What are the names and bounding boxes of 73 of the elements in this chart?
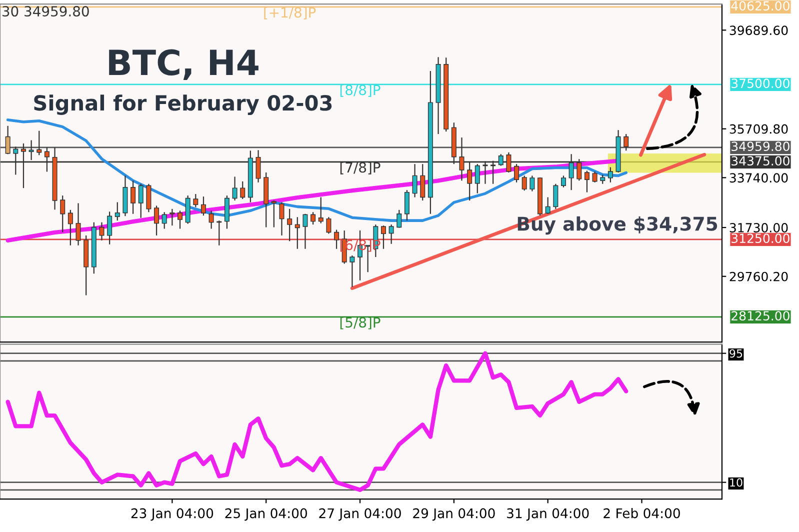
candlestick (404, 190, 410, 222)
ref-line-label: 28125.00 (732, 311, 790, 321)
y-tick-label: 29760.20 (730, 272, 788, 282)
candlestick (302, 213, 308, 250)
x-tick-label: 2 Feb 04:00 (604, 508, 680, 518)
candlestick (600, 174, 606, 184)
candlestick (60, 194, 66, 233)
y-tick-label: 10 (730, 478, 742, 487)
ref-line-label: 34959.80 (732, 142, 790, 152)
candlestick (380, 224, 386, 250)
text: Signal for February 02-03 (34, 94, 332, 115)
candlestick (114, 202, 120, 222)
candlestick (232, 176, 238, 202)
candlestick (68, 209, 73, 246)
candlestick (624, 133, 629, 152)
candlestick (216, 220, 222, 246)
candlestick (388, 224, 394, 244)
ref-line-label: 37500.00 (732, 78, 790, 88)
candlestick (530, 175, 535, 192)
candlestick (294, 216, 300, 250)
ref-line-label: 31250.00 (732, 234, 790, 244)
candlestick (522, 175, 527, 192)
candlestick (99, 222, 104, 241)
candlestick (271, 200, 276, 228)
text: BTC, H4 (109, 49, 258, 80)
candlestick (318, 196, 324, 224)
candlestick (334, 229, 340, 250)
annotation: [8/8]P (340, 84, 380, 97)
ref-line-label: 34375.00 (732, 156, 790, 166)
candlestick (545, 196, 550, 214)
annotation: [+1/8]P (264, 6, 316, 20)
candlestick (310, 212, 316, 226)
x-tick-label: 31 Jan 04:00 (507, 508, 589, 521)
candlestick (224, 194, 230, 230)
candlestick (350, 254, 355, 288)
candlestick (396, 209, 402, 228)
y-tick-label: 33740.00 (730, 173, 788, 183)
x-tick-label: 23 Jan 04:00 (131, 508, 214, 521)
candlestick (170, 208, 175, 226)
candlestick (608, 166, 613, 183)
candlestick (240, 180, 246, 200)
candlestick (200, 196, 206, 216)
candlestick (584, 170, 590, 193)
candlestick (5, 125, 10, 155)
candlestick (130, 180, 136, 214)
ref-line-label: 40625.00 (731, 1, 790, 11)
candlestick (146, 183, 152, 213)
annotation: [7/8]P (340, 162, 380, 174)
annotation: [5/8]P (340, 316, 380, 330)
candlestick (193, 193, 198, 208)
x-tick-label: 25 Jan 04:00 (225, 508, 307, 521)
candlestick (138, 183, 144, 218)
candlestick (178, 210, 183, 230)
x-tick-label: 29 Jan 04:00 (413, 508, 495, 521)
y-tick-label: 35709.80 (730, 124, 788, 134)
candlestick (162, 212, 167, 230)
y-tick-label: 39689.60 (730, 26, 788, 36)
candlestick (76, 202, 81, 246)
candlestick (107, 211, 112, 245)
candlestick (154, 205, 160, 236)
y-tick-label: 31730.00 (730, 222, 788, 232)
candlestick (326, 216, 332, 234)
candlestick (36, 130, 42, 156)
x-tick-label: 27 Jan 04:00 (319, 508, 401, 521)
candlestick (560, 175, 566, 188)
candlestick (208, 210, 214, 230)
candlestick (592, 170, 598, 183)
annotation: Buy above $34,375 (518, 216, 718, 235)
candlestick (553, 183, 558, 210)
annotation: 30 34959.80 (2, 6, 89, 17)
y-tick-label: 95 (730, 349, 742, 358)
candlestick (279, 202, 284, 236)
candlestick (287, 208, 292, 242)
